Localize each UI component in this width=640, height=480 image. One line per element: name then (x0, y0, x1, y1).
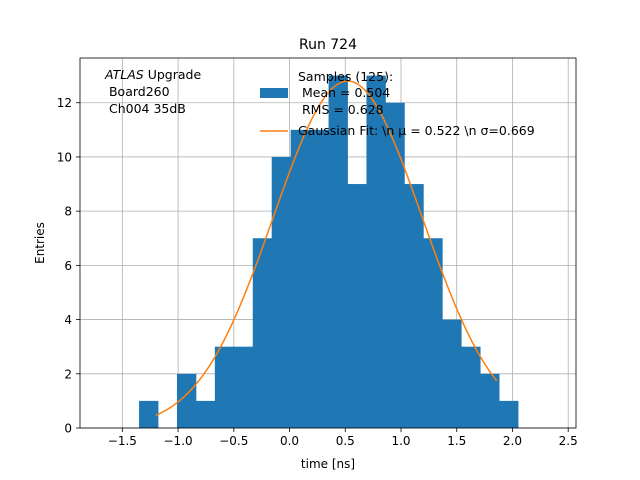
y-tick-label-0: 0 (64, 422, 72, 436)
x-tick-label-4: 0.5 (336, 434, 355, 448)
x-axis-ticks: −1.5 −1.0 −0.5 0.0 0.5 1.0 1.5 2.0 2.5 (108, 428, 578, 448)
y-axis-ticks: 0 2 4 6 8 10 12 (57, 96, 80, 436)
x-tick-label-8: 2.5 (559, 434, 578, 448)
histogram-bar-7 (271, 156, 292, 428)
annotation-line-2: Board260 (105, 84, 170, 99)
legend: Samples (125): Mean = 0.504 RMS = 0.628 … (260, 69, 535, 138)
histogram-bar-4 (214, 346, 235, 428)
histogram-bar-10 (328, 75, 348, 428)
x-tick-label-6: 1.5 (447, 434, 466, 448)
y-tick-label-2: 4 (64, 313, 72, 327)
legend-histogram-swatch (260, 88, 288, 98)
histogram-bar-14 (404, 184, 424, 428)
histogram-bar-15 (423, 238, 443, 428)
histogram-bar-19 (499, 400, 519, 428)
histogram-bar-13 (385, 102, 405, 428)
x-tick-label-1: −1.0 (164, 434, 193, 448)
legend-histogram-line-3: RMS = 0.628 (298, 102, 384, 117)
y-axis-label: Entries (33, 222, 47, 264)
x-axis-label: time [ns] (301, 457, 355, 471)
annotation-line-1: ATLAS Upgrade (104, 67, 201, 82)
annotation-block: ATLAS Upgrade Board260 Ch004 35dB (104, 67, 201, 116)
histogram-bar-2 (176, 373, 197, 428)
x-tick-label-2: −0.5 (219, 434, 248, 448)
histogram-bar-3 (195, 400, 216, 428)
legend-histogram-line-1: Samples (125): (298, 69, 393, 84)
plot-frame (79, 57, 577, 429)
histogram-bar-5 (233, 346, 254, 428)
histogram-bar-16 (442, 319, 462, 428)
x-tick-label-7: 2.0 (503, 434, 522, 448)
annotation-upgrade: Upgrade (144, 67, 202, 82)
x-tick-label-5: 1.0 (391, 434, 410, 448)
gaussian-fit-line (155, 80, 498, 417)
chart-title: Run 724 (299, 37, 357, 53)
histogram-bar-0 (139, 400, 159, 428)
annotation-atlas: ATLAS (104, 67, 144, 82)
histogram-bar-6 (252, 238, 273, 428)
x-tick-label-3: 0.0 (280, 434, 299, 448)
legend-histogram-line-2: Mean = 0.504 (298, 85, 390, 100)
histogram-bar-8 (290, 129, 311, 429)
histogram-bars (139, 75, 519, 429)
y-tick-label-4: 8 (64, 205, 72, 219)
y-tick-label-5: 10 (57, 150, 72, 164)
y-tick-label-1: 2 (64, 367, 72, 381)
y-tick-label-3: 6 (64, 259, 72, 273)
histogram-bar-17 (461, 346, 481, 428)
y-tick-label-6: 12 (57, 96, 72, 110)
histogram-bar-18 (480, 373, 500, 428)
histogram-bar-12 (366, 75, 386, 428)
legend-fit-label: Gaussian Fit: \n μ = 0.522 \n σ=0.669 (298, 123, 535, 138)
histogram-bar-11 (347, 184, 367, 428)
x-tick-label-0: −1.5 (108, 434, 137, 448)
histogram-bar-9 (309, 129, 329, 429)
annotation-line-3: Ch004 35dB (105, 101, 186, 116)
